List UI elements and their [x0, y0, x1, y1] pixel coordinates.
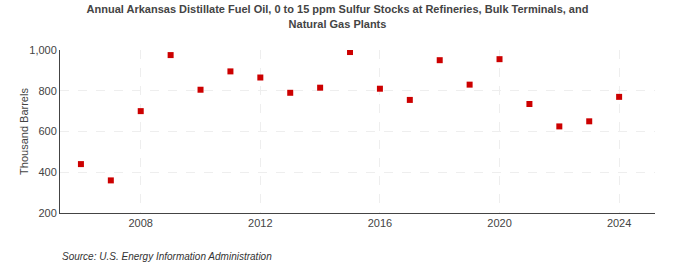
- svg-text:Source: U.S. Energy Informatio: Source: U.S. Energy Information Administ…: [62, 251, 272, 262]
- svg-text:1,000: 1,000: [29, 44, 57, 56]
- svg-text:400: 400: [38, 166, 56, 178]
- svg-text:2020: 2020: [487, 217, 511, 229]
- svg-text:2024: 2024: [607, 217, 631, 229]
- svg-text:2012: 2012: [248, 217, 272, 229]
- svg-text:200: 200: [38, 207, 56, 219]
- svg-text:Annual Arkansas Distillate Fue: Annual Arkansas Distillate Fuel Oil, 0 t…: [87, 3, 589, 29]
- svg-text:Thousand Barrels: Thousand Barrels: [18, 88, 30, 175]
- svg-text:800: 800: [38, 85, 56, 97]
- svg-text:2016: 2016: [368, 217, 392, 229]
- svg-text:2008: 2008: [128, 217, 152, 229]
- svg-text:600: 600: [38, 125, 56, 137]
